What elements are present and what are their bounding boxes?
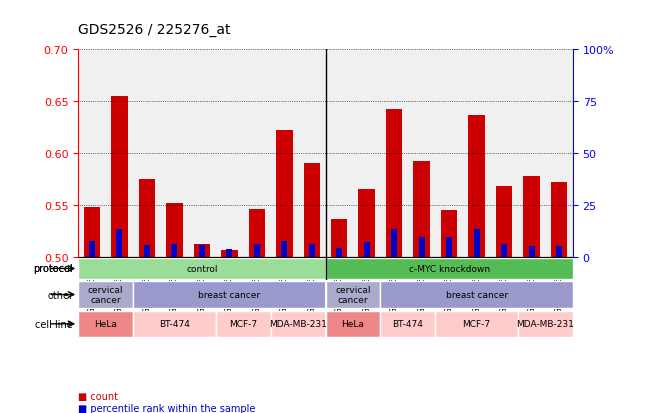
Bar <box>227 249 232 257</box>
FancyBboxPatch shape <box>215 311 271 337</box>
FancyBboxPatch shape <box>133 311 215 337</box>
Bar <box>331 219 348 257</box>
Bar <box>413 162 430 257</box>
Bar <box>254 244 260 257</box>
FancyBboxPatch shape <box>133 282 326 308</box>
Bar <box>447 238 452 257</box>
Text: MCF-7: MCF-7 <box>463 320 491 328</box>
Text: ■ count: ■ count <box>78 391 118 401</box>
Bar <box>193 244 210 257</box>
FancyBboxPatch shape <box>326 282 380 308</box>
Bar <box>171 244 177 257</box>
Bar <box>83 208 100 257</box>
Text: ■ percentile rank within the sample: ■ percentile rank within the sample <box>78 403 255 413</box>
Bar <box>529 246 534 257</box>
Bar <box>391 229 397 257</box>
Bar <box>111 96 128 257</box>
Text: HeLa: HeLa <box>94 320 117 328</box>
Text: protocol: protocol <box>34 264 73 274</box>
Bar <box>144 245 150 257</box>
Bar <box>469 116 485 257</box>
Bar <box>249 210 265 257</box>
Bar <box>303 164 320 257</box>
FancyBboxPatch shape <box>380 311 436 337</box>
Text: MCF-7: MCF-7 <box>229 320 257 328</box>
Text: GDS2526 / 225276_at: GDS2526 / 225276_at <box>78 23 230 37</box>
Text: breast cancer: breast cancer <box>446 290 508 299</box>
FancyBboxPatch shape <box>436 311 518 337</box>
Text: cervical
cancer: cervical cancer <box>88 285 123 304</box>
Bar <box>276 131 292 257</box>
Bar <box>139 180 155 257</box>
Text: BT-474: BT-474 <box>393 320 423 328</box>
Bar <box>117 229 122 257</box>
Bar <box>166 203 182 257</box>
FancyBboxPatch shape <box>78 282 133 308</box>
FancyBboxPatch shape <box>380 282 573 308</box>
FancyBboxPatch shape <box>326 311 380 337</box>
FancyBboxPatch shape <box>78 311 133 337</box>
Bar <box>221 250 238 257</box>
Bar <box>364 243 370 257</box>
Bar <box>501 244 507 257</box>
Bar <box>556 246 562 257</box>
FancyBboxPatch shape <box>78 259 326 279</box>
Text: MDA-MB-231: MDA-MB-231 <box>269 320 327 328</box>
Bar <box>441 211 458 257</box>
Text: HeLa: HeLa <box>342 320 365 328</box>
Bar <box>89 242 95 257</box>
Text: breast cancer: breast cancer <box>199 290 260 299</box>
Text: cervical
cancer: cervical cancer <box>335 285 370 304</box>
Bar <box>386 110 402 257</box>
Text: protocol: protocol <box>34 264 73 274</box>
Bar <box>359 190 375 257</box>
Bar <box>551 183 568 257</box>
Bar <box>474 229 480 257</box>
Bar <box>419 238 424 257</box>
Text: other: other <box>47 290 73 300</box>
Text: MDA-MB-231: MDA-MB-231 <box>516 320 574 328</box>
Bar <box>199 245 204 257</box>
Text: BT-474: BT-474 <box>159 320 189 328</box>
Bar <box>337 248 342 257</box>
Text: control: control <box>186 264 217 273</box>
FancyBboxPatch shape <box>326 259 573 279</box>
FancyBboxPatch shape <box>518 311 573 337</box>
FancyBboxPatch shape <box>271 311 326 337</box>
Text: cell line: cell line <box>35 319 73 329</box>
Text: c-MYC knockdown: c-MYC knockdown <box>409 264 490 273</box>
Bar <box>309 244 314 257</box>
Bar <box>523 176 540 257</box>
Bar <box>281 242 287 257</box>
Bar <box>496 187 512 257</box>
